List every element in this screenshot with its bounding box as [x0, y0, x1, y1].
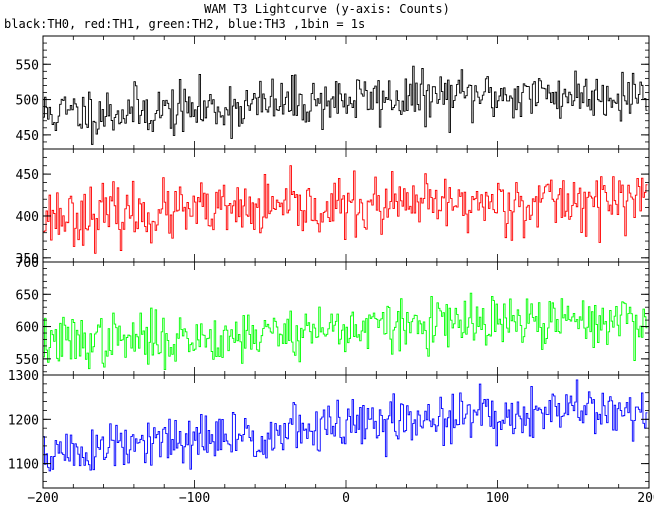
x-tick-label: 100	[486, 491, 509, 505]
y-tick-label: 400	[16, 210, 39, 225]
panels-group: 450 500 550 350 400 450 550 600 650 700 1100 1200 13…	[8, 35, 650, 489]
lightcurve-series-2	[43, 292, 648, 371]
y-tick-label: 550	[16, 353, 39, 368]
chart-subtitle: black:TH0, red:TH1, green:TH2, blue:TH3 …	[4, 17, 365, 31]
panel-1: 350 400 450	[16, 148, 650, 267]
x-axis: −200 −100 0 100 200	[27, 491, 654, 505]
panel-3: 1100 1200 1300	[8, 369, 650, 489]
panel-2: 550 600 650 700	[16, 256, 650, 376]
lightcurve-series-1	[43, 165, 648, 254]
y-tick-label: 650	[16, 288, 39, 303]
y-tick-label: 1100	[8, 458, 39, 473]
y-tick-label: 1200	[8, 413, 39, 428]
y-tick-label: 450	[16, 168, 39, 183]
lightcurve-series-0	[43, 65, 648, 145]
x-tick-label: −100	[179, 491, 210, 505]
y-tick-label: 700	[16, 256, 39, 271]
x-tick-label: 200	[637, 491, 654, 505]
y-tick-label: 550	[16, 58, 39, 73]
panel-0: 450 500 550	[16, 35, 650, 150]
chart-title: WAM T3 Lightcurve (y-axis: Counts)	[204, 2, 450, 16]
lightcurve-series-3	[43, 379, 648, 472]
x-tick-label: −200	[27, 491, 58, 505]
y-tick-label: 600	[16, 321, 39, 336]
y-tick-label: 450	[16, 129, 39, 144]
panel-frame-2	[42, 261, 650, 376]
y-tick-label: 350	[16, 252, 39, 267]
y-tick-label: 1300	[8, 369, 39, 384]
x-tick-label: 0	[342, 491, 350, 505]
y-tick-label: 500	[16, 94, 39, 109]
